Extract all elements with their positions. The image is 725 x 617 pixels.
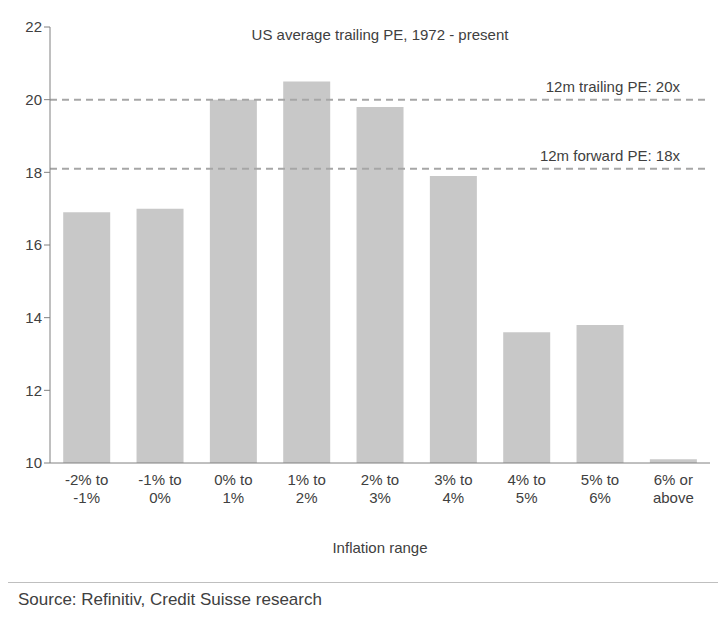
svg-text:4% to5%: 4% to5% bbox=[507, 471, 545, 506]
svg-text:5% to6%: 5% to6% bbox=[581, 471, 619, 506]
svg-text:22: 22 bbox=[25, 18, 42, 35]
svg-text:16: 16 bbox=[25, 236, 42, 253]
html-text:Source: Refinitiv, Credit Suis: Source: Refinitiv, Credit Suisse researc… bbox=[18, 590, 322, 609]
svg-text:20: 20 bbox=[25, 91, 42, 108]
svg-text:3% to4%: 3% to4% bbox=[434, 471, 472, 506]
svg-text:6% orabove: 6% orabove bbox=[653, 471, 694, 506]
svg-text:2% to3%: 2% to3% bbox=[361, 471, 399, 506]
svg-text:10: 10 bbox=[25, 454, 42, 471]
svg-text:12m forward PE: 18x: 12m forward PE: 18x bbox=[540, 147, 681, 164]
svg-text:12: 12 bbox=[25, 382, 42, 399]
svg-text:-1% to0%: -1% to0% bbox=[138, 471, 181, 506]
svg-text:-2% to-1%: -2% to-1% bbox=[65, 471, 108, 506]
svg-text:Inflation range: Inflation range bbox=[332, 539, 427, 556]
svg-text:18: 18 bbox=[25, 164, 42, 181]
html-text:US average trailing PE, 1972 -: US average trailing PE, 1972 - present bbox=[251, 26, 509, 43]
svg-text:14: 14 bbox=[25, 309, 42, 326]
svg-text:1% to2%: 1% to2% bbox=[287, 471, 325, 506]
svg-text:12m trailing PE: 20x: 12m trailing PE: 20x bbox=[546, 78, 681, 95]
svg-text:0% to1%: 0% to1% bbox=[214, 471, 252, 506]
